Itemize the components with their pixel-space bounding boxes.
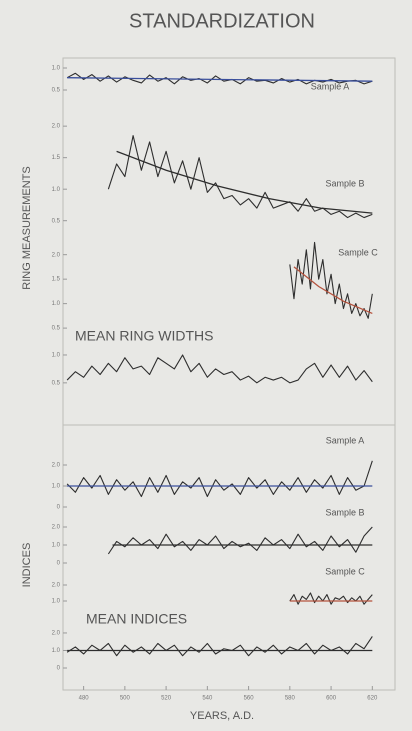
y-tick-label: 1.0 [52, 353, 61, 359]
y-tick-label: 1.0 [52, 543, 61, 549]
sample-label: Sample B [325, 178, 364, 188]
x-tick-label: 520 [161, 696, 172, 702]
y-tick-label: 0.5 [52, 88, 61, 94]
series-line [66, 636, 373, 657]
fit-line [67, 77, 373, 82]
fit-line [116, 150, 373, 214]
y-tick-label: 2.0 [52, 124, 61, 130]
sample-label: Sample C [325, 566, 365, 576]
y-tick-label: 1.0 [52, 599, 61, 605]
y-tick-label: 2.0 [52, 631, 61, 637]
y-tick-label: 1.0 [52, 648, 61, 654]
y-tick-label: 1.0 [52, 66, 61, 72]
group-label: RING MEASUREMENTS [21, 166, 33, 289]
x-tick-label: 620 [367, 696, 378, 702]
y-tick-label: 0 [57, 505, 61, 511]
series-line [107, 526, 373, 555]
y-tick-label: 1.5 [52, 277, 61, 283]
y-tick-label: 1.0 [52, 484, 61, 490]
x-axis-label: YEARS, A.D. [190, 710, 254, 722]
sample-label: Sample A [311, 81, 350, 91]
y-tick-label: 0.5 [52, 326, 61, 332]
series-line [66, 354, 373, 384]
sample-label: Sample C [338, 247, 378, 257]
y-tick-label: 2.0 [52, 583, 61, 589]
series-line [66, 460, 373, 498]
y-tick-label: 0.5 [52, 380, 61, 386]
series-line [66, 72, 373, 85]
x-tick-label: 560 [244, 696, 255, 702]
y-tick-label: 0 [57, 666, 61, 672]
frame [62, 57, 396, 691]
x-tick-label: 580 [285, 696, 296, 702]
sample-label: Sample A [326, 435, 365, 445]
y-tick-label: 1.0 [52, 187, 61, 193]
series-line [289, 592, 373, 605]
series-line [289, 241, 373, 319]
x-tick-label: 600 [326, 696, 337, 702]
sample-label: Sample B [325, 507, 364, 517]
x-tick-label: 500 [120, 696, 131, 702]
y-tick-label: 2.0 [52, 525, 61, 531]
panel-title: MEAN RING WIDTHS [75, 328, 213, 344]
y-tick-label: 1.5 [52, 155, 61, 161]
fit-line [293, 266, 373, 315]
chart-title: STANDARDIZATION [129, 10, 315, 32]
series-line [107, 135, 373, 219]
x-tick-label: 480 [79, 696, 90, 702]
y-tick-label: 0.5 [52, 218, 61, 224]
group-label: INDICES [21, 543, 33, 588]
y-tick-label: 0 [57, 561, 61, 567]
x-tick-label: 540 [202, 696, 213, 702]
y-tick-label: 2.0 [52, 463, 61, 469]
y-tick-label: 1.0 [52, 301, 61, 307]
panel-title: MEAN INDICES [86, 611, 187, 627]
y-tick-label: 2.0 [52, 252, 61, 258]
